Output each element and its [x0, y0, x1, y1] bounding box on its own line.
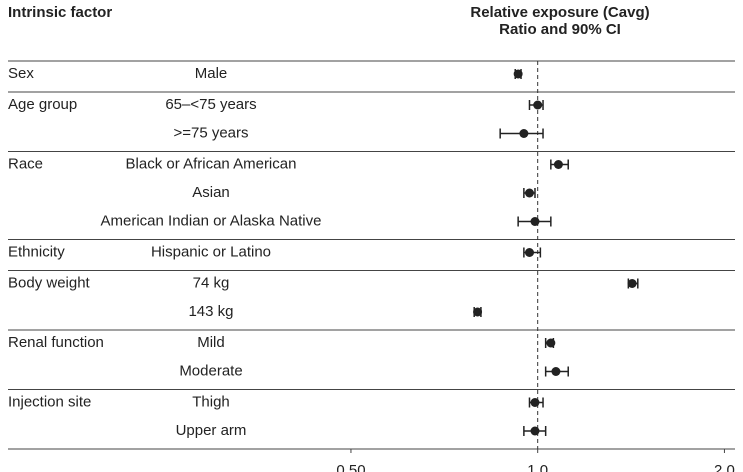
ratio-point — [530, 426, 540, 436]
header-right: Relative exposure (Cavg) — [470, 4, 649, 21]
row-label: Black or African American — [126, 155, 297, 172]
ratio-point — [513, 69, 523, 79]
row-label: Upper arm — [176, 422, 247, 439]
group-label: Ethnicity — [8, 243, 65, 260]
ratio-point — [627, 279, 637, 288]
row-label: Male — [195, 65, 228, 82]
group-label: Renal function — [8, 334, 104, 351]
ratio-point — [533, 100, 543, 110]
ratio-point — [553, 160, 563, 169]
row-label: Mild — [197, 334, 225, 351]
ratio-point — [530, 217, 540, 226]
x-tick-label: 2.0 — [714, 462, 735, 472]
ratio-point — [546, 338, 556, 348]
header-right: Ratio and 90% CI — [499, 21, 621, 38]
header-left: Intrinsic factor — [8, 4, 112, 21]
x-tick-label: 0.50 — [336, 462, 365, 472]
group-label: Age group — [8, 96, 77, 113]
group-label: Body weight — [8, 274, 91, 291]
row-label: Moderate — [179, 362, 242, 379]
ratio-point — [519, 129, 529, 138]
row-label: 143 kg — [188, 303, 233, 320]
row-label: Hispanic or Latino — [151, 243, 271, 260]
x-tick-label: 1.0 — [527, 462, 548, 472]
ratio-point — [524, 248, 534, 257]
ratio-point — [551, 367, 561, 376]
ratio-point — [530, 398, 540, 407]
row-label: American Indian or Alaska Native — [101, 212, 322, 229]
group-label: Sex — [8, 65, 34, 82]
group-label: Injection site — [8, 393, 91, 410]
row-label: 74 kg — [193, 274, 230, 291]
ratio-point — [524, 188, 534, 198]
row-label: Thigh — [192, 393, 230, 410]
row-label: 65–<75 years — [165, 96, 256, 113]
row-label: Asian — [192, 184, 230, 201]
ratio-point — [473, 307, 483, 317]
group-label: Race — [8, 155, 43, 172]
row-label: >=75 years — [173, 124, 248, 141]
